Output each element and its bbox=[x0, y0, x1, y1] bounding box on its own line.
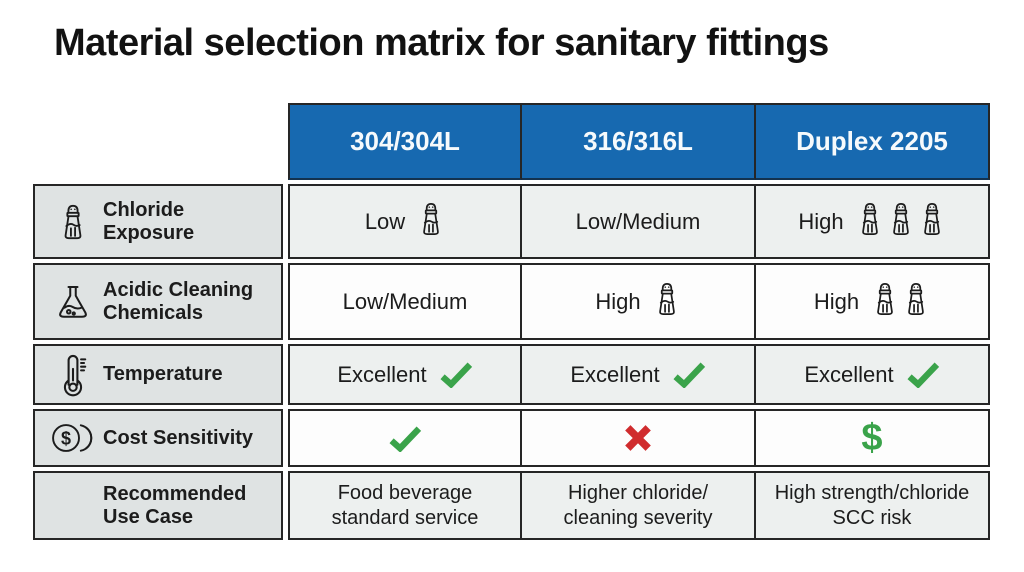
svg-text:$: $ bbox=[61, 428, 71, 448]
check-icon bbox=[388, 425, 422, 452]
cell-text: Excellent bbox=[337, 361, 427, 387]
flask-icon bbox=[47, 283, 99, 321]
cell-text: Food beverage standard service bbox=[332, 481, 479, 531]
cell-recommended-use-case-col2: Higher chloride/cleaning severity bbox=[522, 471, 756, 540]
salt-shaker-rating bbox=[856, 199, 946, 244]
dollar-sign: $ bbox=[861, 417, 883, 459]
cell-text: Low bbox=[364, 208, 406, 234]
cell-chloride-exposure-col2: Low/Medium bbox=[522, 184, 756, 259]
cell-chloride-exposure-col1: Low bbox=[288, 184, 522, 259]
column-header-label: Duplex 2205 bbox=[796, 126, 948, 156]
cell-text-line: SCC risk bbox=[832, 506, 912, 529]
row-label-text: Acidic Cleaning Chemicals bbox=[103, 279, 253, 325]
check-icon bbox=[906, 361, 940, 388]
cell-acidic-cleaning-chemicals-col3: High bbox=[756, 263, 990, 340]
column-header-1: 304/304L bbox=[288, 103, 522, 180]
cell-acidic-cleaning-chemicals-col1: Low/Medium bbox=[288, 263, 522, 340]
row-label-acidic-cleaning-chemicals: Acidic Cleaning Chemicals bbox=[33, 263, 283, 340]
salt-shaker-icon bbox=[902, 279, 930, 324]
salt-shaker-rating bbox=[871, 279, 930, 324]
row-label-text: Cost Sensitivity bbox=[103, 427, 253, 450]
salt-shaker-rating bbox=[417, 199, 445, 244]
cross-icon bbox=[623, 423, 653, 453]
row-label-line: Use Case bbox=[103, 505, 194, 528]
cell-text-line: High strength/chloride bbox=[774, 481, 970, 504]
row-label-line: Acidic Cleaning bbox=[103, 278, 254, 301]
cell-text: Low/Medium bbox=[342, 288, 468, 314]
salt-shaker-icon bbox=[417, 199, 445, 244]
row-label-line: Recommended bbox=[103, 482, 247, 505]
cell-text: Higher chloride/cleaning severity bbox=[564, 481, 713, 531]
column-header-label: 316/316L bbox=[583, 126, 693, 156]
cell-cost-sensitivity-col1 bbox=[288, 409, 522, 467]
page-title: Material selection matrix for sanitary f… bbox=[54, 22, 829, 64]
coins-icon: $ bbox=[47, 421, 99, 455]
cell-cost-sensitivity-col3: $ bbox=[756, 409, 990, 467]
cell-text: High bbox=[813, 288, 860, 314]
cell-text: Low/Medium bbox=[575, 208, 701, 234]
cell-cost-sensitivity-col2 bbox=[522, 409, 756, 467]
cell-text: Excellent bbox=[804, 361, 894, 387]
cell-text: High bbox=[798, 208, 844, 234]
row-label-chloride-exposure: Chloride Exposure bbox=[33, 184, 283, 259]
row-label-text: Temperature bbox=[103, 363, 223, 386]
check-icon bbox=[672, 361, 706, 388]
salt-shaker-icon bbox=[856, 199, 884, 244]
cell-recommended-use-case-col1: Food beverage standard service bbox=[288, 471, 522, 540]
material-selection-matrix: 304/304L 316/316L Duplex 2205 Chloride Expos… bbox=[33, 103, 990, 540]
cell-temperature-col1: Excellent bbox=[288, 344, 522, 405]
salt-shaker-icon bbox=[653, 279, 681, 324]
row-label-line: Chloride bbox=[103, 198, 185, 221]
cell-text-line: Food beverage bbox=[337, 481, 473, 504]
row-label-temperature: Temperature bbox=[33, 344, 283, 405]
row-label-line: Cost Sensitivity bbox=[103, 426, 254, 449]
cell-text: Excellent bbox=[570, 361, 660, 387]
cell-text-line: Higher chloride/ bbox=[567, 481, 709, 504]
cell-text: High bbox=[595, 288, 641, 314]
column-header-3: Duplex 2205 bbox=[756, 103, 990, 180]
cell-text-line: standard service bbox=[331, 506, 479, 529]
row-label-recommended-use-case: Recommended Use Case bbox=[33, 471, 283, 540]
cell-chloride-exposure-col3: High bbox=[756, 184, 990, 259]
thermometer-icon bbox=[47, 353, 99, 397]
salt-shaker-rating bbox=[653, 279, 681, 324]
cell-temperature-col2: Excellent bbox=[522, 344, 756, 405]
row-label-cost-sensitivity: $ Cost Sensitivity bbox=[33, 409, 283, 467]
column-header-label: 304/304L bbox=[350, 126, 460, 156]
salt-shaker-icon bbox=[871, 279, 899, 324]
salt-shaker-icon bbox=[47, 201, 99, 243]
cell-temperature-col3: Excellent bbox=[756, 344, 990, 405]
row-label-line: Temperature bbox=[103, 363, 223, 385]
cell-text: High strength/chloride SCC risk bbox=[775, 481, 970, 531]
salt-shaker-icon bbox=[887, 199, 915, 244]
row-label-line: Exposure bbox=[103, 221, 195, 244]
column-header-2: 316/316L bbox=[522, 103, 756, 180]
cell-recommended-use-case-col3: High strength/chloride SCC risk bbox=[756, 471, 990, 540]
row-label-text: Recommended Use Case bbox=[103, 483, 246, 529]
check-icon bbox=[439, 361, 473, 388]
cell-text-line: cleaning severity bbox=[563, 506, 713, 529]
cell-acidic-cleaning-chemicals-col2: High bbox=[522, 263, 756, 340]
salt-shaker-icon bbox=[918, 199, 946, 244]
row-label-line: Chemicals bbox=[103, 301, 204, 324]
row-label-text: Chloride Exposure bbox=[103, 199, 194, 245]
